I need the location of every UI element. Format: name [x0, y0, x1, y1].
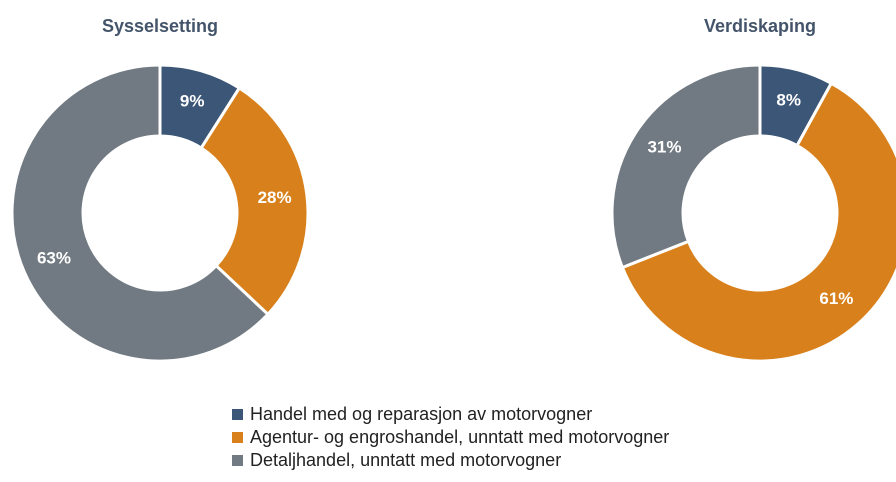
legend-label: Detaljhandel, unntatt med motorvogner	[250, 450, 561, 470]
legend-swatch	[232, 432, 243, 443]
legend-swatch	[232, 409, 243, 420]
data-label: 31%	[647, 138, 681, 157]
legend-swatch	[232, 455, 243, 466]
data-label: 28%	[258, 188, 292, 207]
chart-title: Sysselsetting	[102, 16, 218, 36]
donut-slice	[610, 63, 762, 270]
legend-label: Handel med og reparasjon av motorvogner	[250, 404, 592, 424]
donut-slice	[10, 63, 271, 363]
data-label: 9%	[180, 92, 205, 111]
legend-label: Agentur- og engroshandel, unntatt med mo…	[250, 427, 669, 447]
chart-title: Verdiskaping	[704, 16, 816, 36]
donut-slice	[199, 85, 310, 317]
data-label: 61%	[819, 289, 853, 308]
donut-slice	[620, 81, 896, 363]
data-label: 63%	[37, 248, 71, 267]
data-label: 8%	[776, 91, 801, 110]
